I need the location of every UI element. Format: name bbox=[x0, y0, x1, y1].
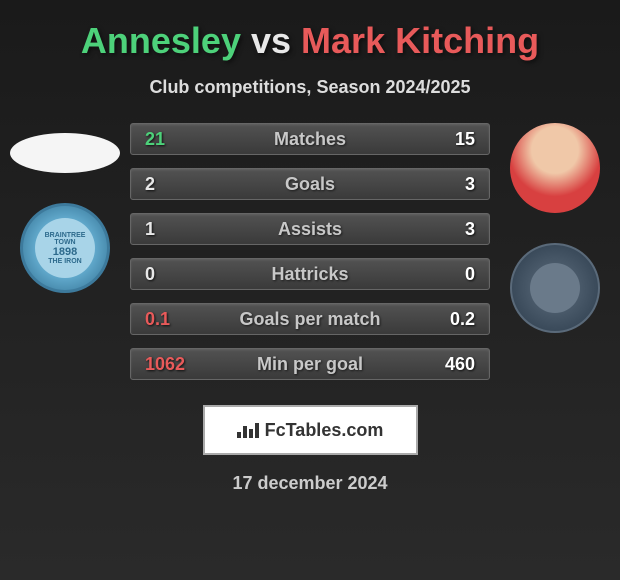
stat-left-value: 1062 bbox=[145, 354, 195, 375]
player2-avatar bbox=[510, 123, 600, 213]
stat-right-value: 0.2 bbox=[425, 309, 475, 330]
badge-text-mid: 1898 bbox=[53, 246, 77, 258]
badge-text-top: BRAINTREE TOWN bbox=[35, 232, 95, 246]
stat-right-value: 3 bbox=[425, 219, 475, 240]
date-label: 17 december 2024 bbox=[0, 473, 620, 494]
brand-box: FcTables.com bbox=[203, 405, 418, 455]
stat-row: 1062 Min per goal 460 bbox=[130, 348, 490, 380]
stat-label: Min per goal bbox=[257, 354, 363, 375]
badge-text-bot: THE IRON bbox=[48, 258, 81, 265]
stats-column: 21 Matches 15 2 Goals 3 1 Assists 3 0 Hattricks 0 0.… bbox=[130, 123, 490, 380]
main-row: BRAINTREE TOWN 1898 THE IRON 21Matches15… bbox=[0, 123, 620, 380]
page-title: Annesley vs Mark Kitching bbox=[0, 20, 620, 62]
right-side bbox=[505, 123, 605, 333]
player1-club-badge: BRAINTREE TOWN 1898 THE IRON bbox=[20, 203, 110, 293]
stat-left-value: 2 bbox=[145, 174, 195, 195]
title-vs: vs bbox=[251, 20, 301, 61]
comparison-card: Annesley vs Mark Kitching Club competiti… bbox=[0, 0, 620, 580]
stat-left-value: 0 bbox=[145, 264, 195, 285]
stat-label: Goals bbox=[285, 174, 335, 195]
stat-left-value: 0.1 bbox=[145, 309, 195, 330]
player1-avatar bbox=[10, 133, 120, 173]
club-badge-inner: BRAINTREE TOWN 1898 THE IRON bbox=[35, 218, 95, 278]
left-side: BRAINTREE TOWN 1898 THE IRON bbox=[15, 123, 115, 293]
player2-club-badge bbox=[510, 243, 600, 333]
player2-name: Mark Kitching bbox=[301, 20, 539, 61]
stat-label: Matches bbox=[274, 129, 346, 150]
stat-row: 2 Goals 3 bbox=[130, 168, 490, 200]
stat-row: 0.1 Goals per match 0.2 bbox=[130, 303, 490, 335]
stat-right-value: 460 bbox=[425, 354, 475, 375]
stat-label: Hattricks bbox=[271, 264, 348, 285]
stat-right-value: 15 bbox=[425, 129, 475, 150]
stat-row: 0 Hattricks 0 bbox=[130, 258, 490, 290]
stat-left-value: 1 bbox=[145, 219, 195, 240]
bar-chart-icon bbox=[237, 423, 259, 438]
stat-left-value: 21 bbox=[145, 129, 195, 150]
stat-row: 21 Matches 15 bbox=[130, 123, 490, 155]
subtitle: Club competitions, Season 2024/2025 bbox=[0, 77, 620, 98]
stat-label: Goals per match bbox=[239, 309, 380, 330]
stat-row: 1 Assists 3 bbox=[130, 213, 490, 245]
club-badge-inner bbox=[530, 263, 580, 313]
stat-right-value: 3 bbox=[425, 174, 475, 195]
brand-label: FcTables.com bbox=[265, 420, 384, 441]
stat-label: Assists bbox=[278, 219, 342, 240]
player1-name: Annesley bbox=[81, 20, 241, 61]
stat-right-value: 0 bbox=[425, 264, 475, 285]
